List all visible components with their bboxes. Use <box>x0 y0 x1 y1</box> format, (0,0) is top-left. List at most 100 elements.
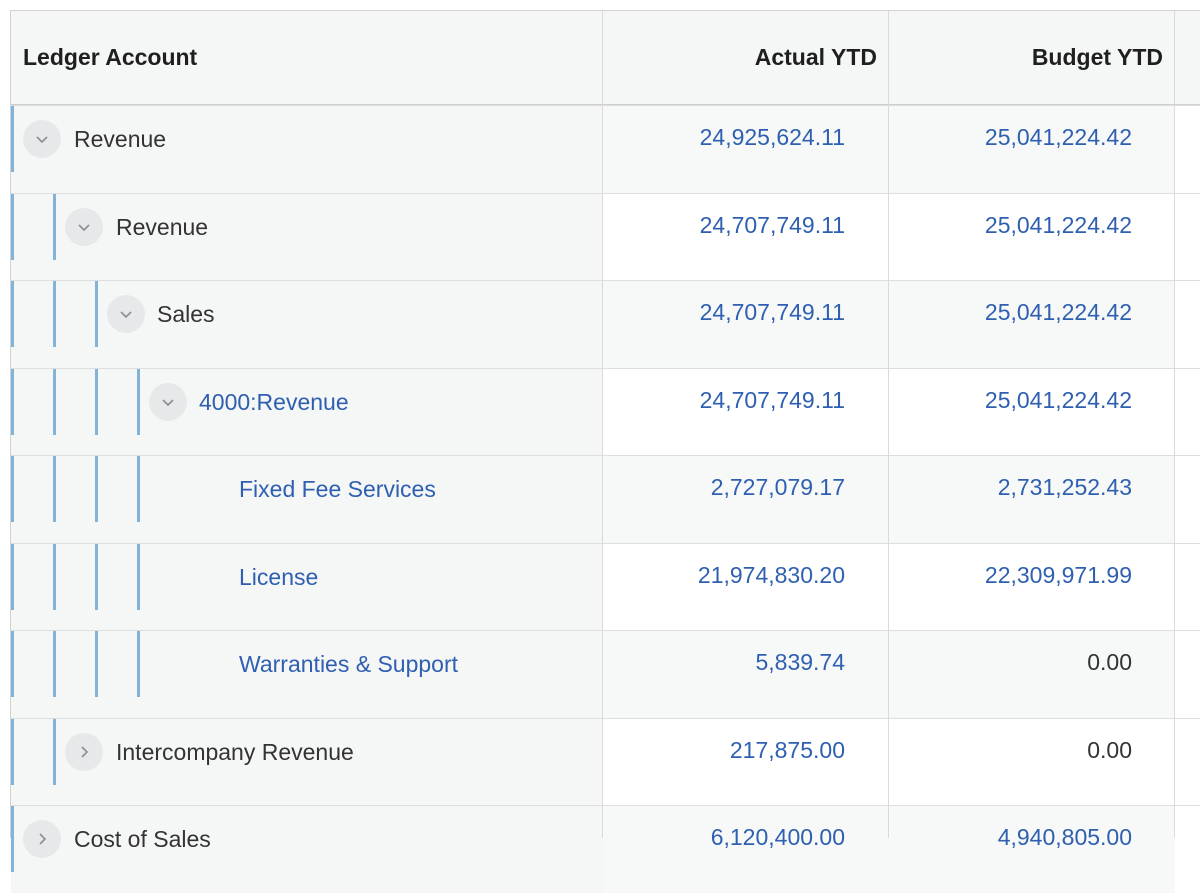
chevron-right-icon <box>81 745 89 758</box>
hierarchy-guide-line <box>137 543 140 610</box>
account-cell: Fixed Fee Services <box>11 456 603 543</box>
table-row[interactable]: Intercompany Revenue 217,875.00 0.00 <box>11 717 1200 805</box>
chevron-down-icon <box>120 311 132 319</box>
hierarchy-guide-line <box>53 368 56 435</box>
hierarchy-guide-line <box>11 631 14 697</box>
ledger-account-label[interactable]: Warranties & Support <box>239 651 459 677</box>
ledger-account-label[interactable]: Fixed Fee Services <box>239 476 436 502</box>
actual-ytd-value[interactable]: 24,925,624.11 <box>603 106 889 193</box>
budget-ytd-value[interactable]: 22,309,971.99 <box>889 543 1175 630</box>
ledger-account-label: Revenue <box>74 126 167 152</box>
chevron-down-icon <box>162 398 174 406</box>
account-cell: 4000:Revenue <box>11 368 603 455</box>
table-row[interactable]: 4000:Revenue 24,707,749.11 25,041,224.42 <box>11 367 1200 455</box>
column-divider <box>1174 11 1175 838</box>
table-row[interactable]: License 21,974,830.20 22,309,971.99 <box>11 542 1200 630</box>
collapse-toggle[interactable] <box>107 295 145 333</box>
hierarchy-guide-line <box>11 806 14 872</box>
hierarchy-guide-line <box>137 631 140 697</box>
overflow-cell <box>1175 806 1200 893</box>
budget-ytd-value[interactable]: 25,041,224.42 <box>889 193 1175 280</box>
account-cell: Intercompany Revenue <box>11 718 603 805</box>
actual-ytd-value[interactable]: 24,707,749.11 <box>603 368 889 455</box>
expand-toggle[interactable] <box>23 820 61 858</box>
column-divider <box>888 11 889 838</box>
hierarchy-guide-line <box>53 631 56 697</box>
ledger-account-label: Revenue <box>116 213 209 240</box>
budget-ytd-value[interactable]: 25,041,224.42 <box>889 368 1175 455</box>
table-row[interactable]: Revenue 24,707,749.11 25,041,224.42 <box>11 192 1200 280</box>
grid-frame <box>10 10 1200 838</box>
column-header-overflow <box>1175 11 1200 104</box>
ledger-account-label[interactable]: 4000:Revenue <box>199 388 349 415</box>
table-row[interactable]: Revenue 24,925,624.11 25,041,224.42 <box>11 105 1200 193</box>
hierarchy-guide-line <box>95 631 98 697</box>
hierarchy-guide-line <box>53 456 56 522</box>
ledger-account-label: Intercompany Revenue <box>116 738 354 765</box>
overflow-cell <box>1175 368 1200 455</box>
budget-ytd-value: 0.00 <box>889 718 1175 805</box>
actual-ytd-value[interactable]: 24,707,749.11 <box>603 281 889 368</box>
hierarchy-guide-line <box>137 368 140 435</box>
overflow-cell <box>1175 543 1200 630</box>
hierarchy-guide-line <box>11 718 14 785</box>
table-row[interactable]: Sales 24,707,749.11 25,041,224.42 <box>11 280 1200 368</box>
budget-ytd-value[interactable]: 25,041,224.42 <box>889 281 1175 368</box>
grid-header: Ledger Account Actual YTD Budget YTD <box>11 11 1200 105</box>
expand-toggle[interactable] <box>65 732 103 771</box>
account-cell: Cost of Sales <box>11 806 603 893</box>
collapse-toggle[interactable] <box>23 120 61 158</box>
overflow-cell <box>1175 456 1200 543</box>
column-header-budget-ytd[interactable]: Budget YTD <box>1031 44 1163 70</box>
hierarchy-guide-line <box>11 193 14 260</box>
account-cell: Revenue <box>11 106 603 193</box>
hierarchy-guide-line <box>11 368 14 435</box>
overflow-cell <box>1175 281 1200 368</box>
budget-ytd-value: 0.00 <box>889 631 1175 718</box>
account-cell: Warranties & Support <box>11 631 603 718</box>
table-row[interactable]: Warranties & Support 5,839.74 0.00 <box>11 630 1200 718</box>
budget-ytd-value[interactable]: 25,041,224.42 <box>889 106 1175 193</box>
budget-ytd-value[interactable]: 4,940,805.00 <box>889 806 1175 893</box>
actual-ytd-value[interactable]: 5,839.74 <box>603 631 889 718</box>
hierarchy-guide-line <box>53 281 56 347</box>
ledger-account-grid: Ledger Account Actual YTD Budget YTD Rev… <box>10 10 1200 872</box>
account-cell: Revenue <box>11 193 603 280</box>
hierarchy-guide-line <box>53 193 56 260</box>
actual-ytd-value[interactable]: 21,974,830.20 <box>603 543 889 630</box>
overflow-cell <box>1175 631 1200 718</box>
column-header-ledger-account[interactable]: Ledger Account <box>23 44 198 70</box>
account-cell: Sales <box>11 281 603 368</box>
budget-ytd-value[interactable]: 2,731,252.43 <box>889 456 1175 543</box>
column-divider <box>602 11 603 838</box>
overflow-cell <box>1175 106 1200 193</box>
hierarchy-guide-line <box>95 456 98 522</box>
collapse-toggle[interactable] <box>149 382 187 421</box>
table-row[interactable]: Fixed Fee Services 2,727,079.17 2,731,252.… <box>11 455 1200 543</box>
table-row[interactable]: Cost of Sales 6,120,400.00 4,940,805.00 <box>11 805 1200 893</box>
chevron-right-icon <box>39 833 47 845</box>
hierarchy-guide-line <box>53 543 56 610</box>
hierarchy-guide-line <box>53 718 56 785</box>
chevron-down-icon <box>78 223 90 231</box>
ledger-account-label[interactable]: License <box>239 563 319 590</box>
hierarchy-guide-line <box>137 456 140 522</box>
hierarchy-guide-line <box>11 456 14 522</box>
ledger-account-label: Cost of Sales <box>74 826 211 852</box>
hierarchy-guide-line <box>95 543 98 610</box>
hierarchy-guide-line <box>95 368 98 435</box>
column-header-actual-ytd[interactable]: Actual YTD <box>754 44 877 70</box>
ledger-account-label: Sales <box>157 301 215 327</box>
actual-ytd-value[interactable]: 6,120,400.00 <box>603 806 889 893</box>
actual-ytd-value[interactable]: 2,727,079.17 <box>603 456 889 543</box>
actual-ytd-value[interactable]: 24,707,749.11 <box>603 193 889 280</box>
actual-ytd-value[interactable]: 217,875.00 <box>603 718 889 805</box>
hierarchy-guide-line <box>11 281 14 347</box>
hierarchy-guide-line <box>11 106 14 172</box>
overflow-cell <box>1175 718 1200 805</box>
collapse-toggle[interactable] <box>65 207 103 246</box>
chevron-down-icon <box>36 136 48 144</box>
hierarchy-guide-line <box>11 543 14 610</box>
account-cell: License <box>11 543 603 630</box>
hierarchy-guide-line <box>95 281 98 347</box>
